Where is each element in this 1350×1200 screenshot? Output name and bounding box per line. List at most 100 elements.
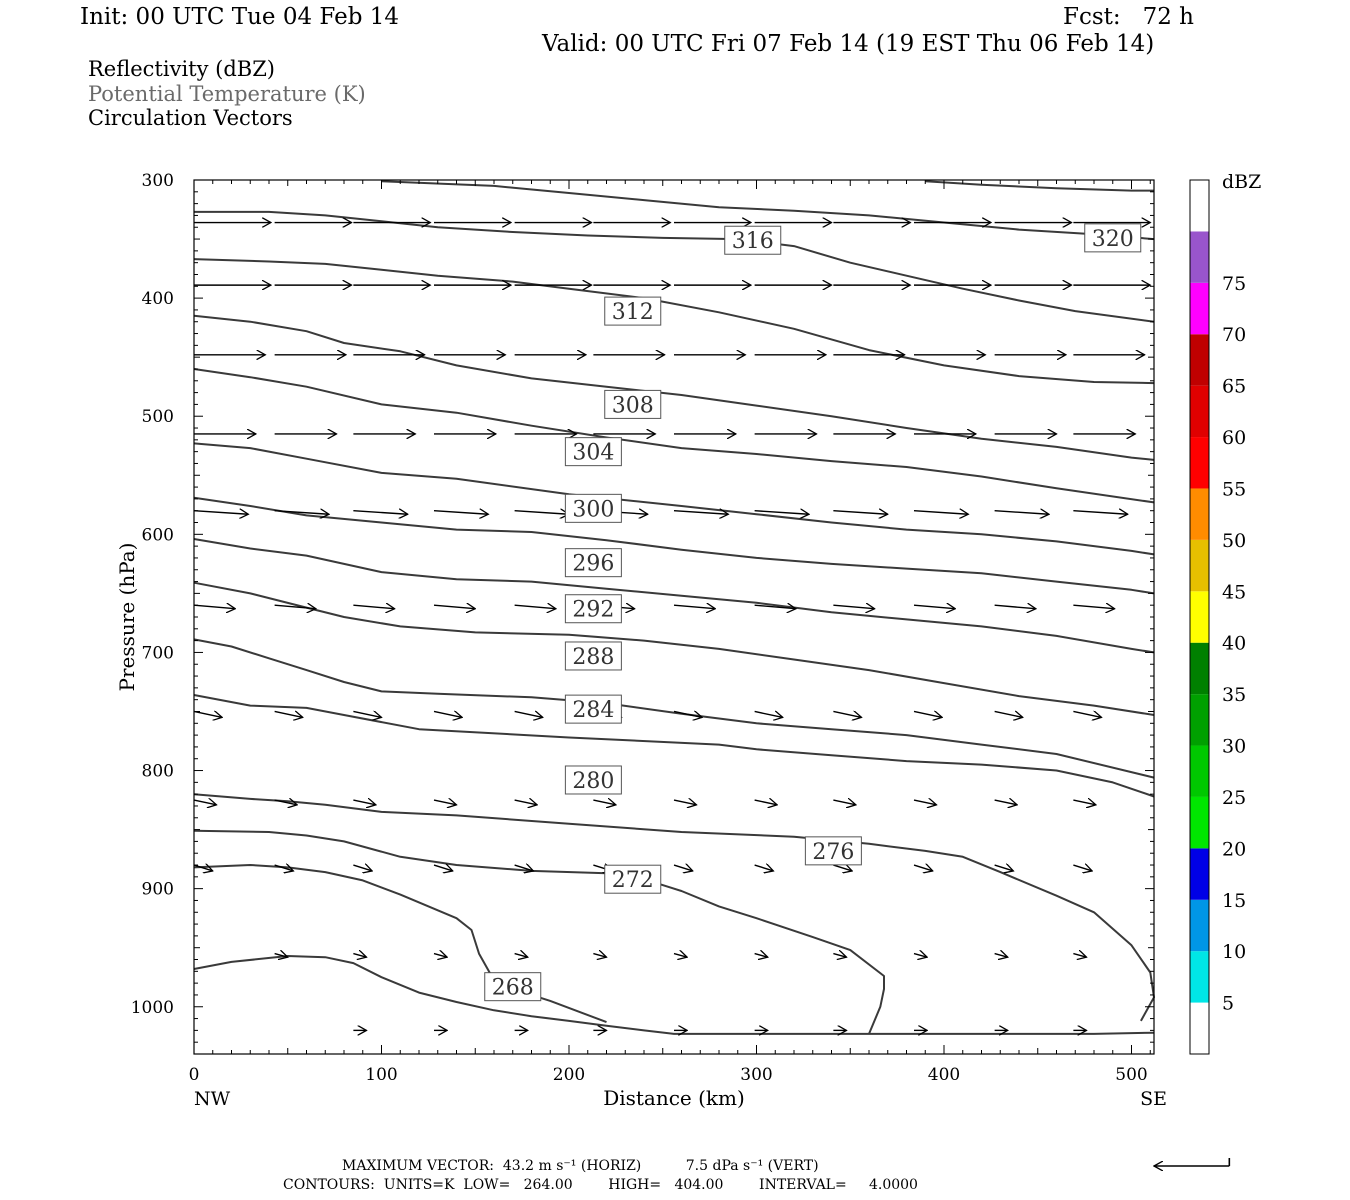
colorbar-segment — [1190, 642, 1209, 695]
x-end-label-se: SE — [1140, 1088, 1167, 1110]
colorbar-level-label: 15 — [1222, 890, 1246, 912]
circulation-vector — [913, 711, 942, 717]
contour-label-box — [564, 437, 622, 467]
colorbar-unit: dBZ — [1222, 171, 1261, 193]
contour-label-box — [604, 864, 662, 894]
plot-frame — [193, 179, 1155, 1055]
colorbar-segment — [1190, 694, 1209, 746]
contour-label: 312 — [612, 300, 654, 325]
circulation-vector — [353, 511, 407, 515]
y-axis-label: Pressure (hPa) — [115, 543, 139, 692]
circulation-vector — [193, 800, 217, 805]
circulation-vector — [514, 954, 528, 958]
colorbar-segment — [1190, 488, 1209, 540]
colorbar-level-label: 60 — [1222, 427, 1246, 449]
circulation-vector — [353, 865, 372, 871]
circulation-vector — [833, 511, 887, 515]
colorbar-segment — [1190, 282, 1209, 335]
theta-contour-284 — [193, 638, 1155, 779]
circulation-vector — [433, 954, 447, 958]
contour-label-box — [564, 765, 622, 795]
y-tick-label: 900 — [142, 880, 174, 900]
contour-label-box — [604, 389, 662, 419]
circulation-vector — [1073, 800, 1096, 805]
x-tick-label: 500 — [1115, 1065, 1147, 1085]
circulation-vector — [433, 605, 475, 609]
circulation-vector — [1073, 605, 1114, 609]
colorbar-level-label: 50 — [1222, 530, 1246, 552]
circulation-vector — [193, 865, 213, 871]
contour-label-box — [564, 548, 622, 578]
circulation-vector — [754, 711, 783, 717]
contour-label-box — [1084, 223, 1142, 253]
y-tick-label: 800 — [142, 762, 174, 782]
circulation-vector — [673, 605, 715, 609]
colorbar-segment — [1190, 899, 1209, 952]
field-vectors: Circulation Vectors — [88, 106, 293, 130]
y-tick-label: 700 — [142, 643, 174, 663]
y-tick-label: 600 — [142, 525, 174, 545]
contour-label: 300 — [572, 497, 614, 522]
circulation-vector — [433, 865, 453, 871]
circulation-vector — [833, 954, 846, 958]
colorbar-level-label: 45 — [1222, 581, 1246, 603]
circulation-vector — [274, 511, 329, 515]
max-vector-note: MAXIMUM VECTOR: 43.2 m s⁻¹ (HORIZ) 7.5 d… — [342, 1158, 819, 1174]
colorbar-level-label: 25 — [1222, 787, 1246, 809]
contour-label-box — [484, 972, 542, 1002]
colorbar-segment — [1190, 180, 1209, 232]
contour-label: 272 — [612, 868, 654, 893]
forecast-hour: Fcst: 72 h — [1063, 4, 1194, 30]
circulation-vector — [353, 954, 366, 958]
circulation-vector — [353, 800, 376, 805]
theta-contour-292 — [193, 538, 1155, 654]
circulation-vector — [994, 711, 1023, 717]
colorbar-level-label: 30 — [1222, 736, 1246, 758]
contour-label: 288 — [572, 645, 614, 670]
contour-label-box — [804, 836, 862, 866]
contour-label-box — [564, 493, 622, 523]
circulation-vector — [994, 800, 1018, 805]
circulation-vector — [1073, 954, 1086, 958]
x-tick-label: 200 — [553, 1065, 585, 1085]
contour-label: 320 — [1092, 227, 1134, 252]
x-tick-label: 100 — [365, 1065, 397, 1085]
theta-contour-296 — [193, 496, 1155, 595]
colorbar-segment — [1190, 539, 1209, 592]
contour-label: 276 — [812, 840, 854, 865]
circulation-vector — [913, 865, 933, 871]
contours-note: CONTOURS: UNITS=K LOW= 264.00 HIGH= 404.… — [283, 1177, 918, 1193]
circulation-vector — [514, 511, 569, 515]
theta-contour-288 — [193, 581, 1155, 716]
colorbar-level-label: 70 — [1222, 324, 1246, 346]
circulation-vector — [433, 511, 488, 515]
circulation-vector — [673, 954, 687, 958]
contour-label-box — [564, 694, 622, 724]
x-axis-label: Distance (km) — [603, 1086, 745, 1110]
contour-label: 268 — [492, 976, 534, 1001]
circulation-vector — [1073, 711, 1101, 717]
circulation-vector — [353, 711, 381, 717]
theta-contour-268 — [193, 864, 607, 1024]
x-tick-label: 400 — [928, 1065, 960, 1085]
colorbar-segment — [1190, 1002, 1209, 1054]
x-end-label-nw: NW — [194, 1088, 231, 1110]
colorbar-level-label: 40 — [1222, 633, 1246, 655]
theta-contour-300 — [193, 442, 1155, 556]
y-tick-label: 300 — [142, 171, 174, 191]
circulation-vector — [433, 711, 462, 717]
x-tick-label: 300 — [740, 1065, 772, 1085]
contour-label: 316 — [732, 229, 774, 254]
y-tick-label: 1000 — [131, 998, 174, 1018]
colorbar-level-label: 10 — [1222, 941, 1246, 963]
contour-label-box — [564, 594, 622, 624]
circulation-vector — [754, 954, 768, 958]
theta-contour-316 — [194, 210, 1155, 323]
circulation-vector — [514, 800, 538, 805]
y-tick-label: 500 — [142, 407, 174, 427]
field-theta: Potential Temperature (K) — [88, 82, 366, 106]
colorbar-segment — [1190, 796, 1209, 849]
field-reflectivity: Reflectivity (dBZ) — [88, 57, 276, 81]
colorbar-level-label: 55 — [1222, 478, 1246, 500]
circulation-vector — [833, 711, 861, 717]
